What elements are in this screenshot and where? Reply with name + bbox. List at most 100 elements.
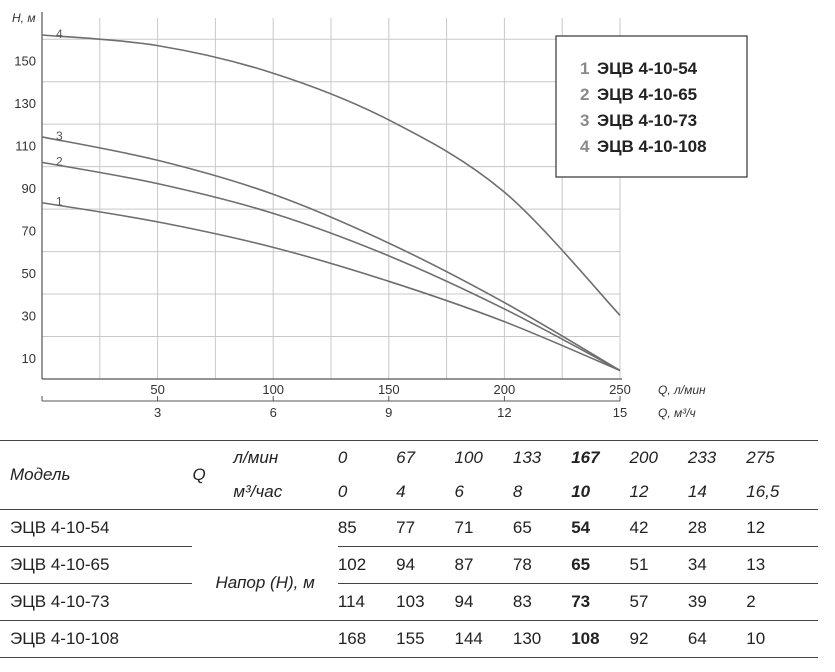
series-line-3 [41, 136, 621, 372]
head-cell: 83 [512, 583, 572, 621]
model-header: Модель [0, 440, 193, 510]
flow-lmin-cell: 100 [454, 440, 513, 475]
series-line-4 [41, 34, 621, 316]
x-tick-label: 150 [378, 382, 400, 397]
head-cell: 12 [746, 509, 818, 547]
head-cell: 65 [512, 509, 572, 547]
head-cell: 78 [512, 546, 572, 584]
x2-tick-label: 9 [385, 405, 392, 420]
table-row: ЭЦВ 4-10-108 168 155 144 130 108 92 64 1… [0, 620, 818, 658]
flow-lmin-cell: 233 [687, 440, 747, 475]
x2-tick-label: 6 [270, 405, 277, 420]
head-cell: 155 [396, 620, 455, 658]
flow-m3h-cell: 4 [396, 482, 406, 501]
head-cell: 57 [629, 583, 688, 621]
head-cell: 71 [454, 509, 513, 547]
head-cell: 10 [746, 620, 818, 658]
y-tick-label: 130 [14, 96, 36, 111]
head-cell: 34 [687, 546, 747, 584]
head-cell: 54 [571, 509, 630, 547]
x-tick-label: 250 [609, 382, 631, 397]
legend-entry: ЭЦВ 4-10-108 [597, 137, 707, 156]
flow-lmin-cell: 0 [337, 440, 397, 475]
head-cell: 85 [337, 509, 397, 547]
series-label-1: 1 [56, 195, 63, 209]
head-cell: 77 [396, 509, 455, 547]
legend-entry: ЭЦВ 4-10-54 [597, 59, 698, 78]
head-cell: 130 [512, 620, 572, 658]
x2-tick-label: 12 [497, 405, 511, 420]
head-cell: 2 [746, 583, 818, 621]
y-tick-label: 30 [22, 308, 36, 323]
flow-lmin-cell: 275 [746, 440, 818, 475]
legend-entry: ЭЦВ 4-10-73 [597, 111, 697, 130]
legend-number: 4 [580, 137, 590, 156]
flow-lmin-cell: 67 [396, 440, 455, 475]
x2-tick-label: 15 [613, 405, 627, 420]
head-cell: 28 [687, 509, 747, 547]
x-axis-title: Q, л/мин [658, 383, 706, 397]
head-cell: 94 [454, 583, 513, 621]
q-header: Q [192, 440, 234, 510]
y-axis-title: H, м [12, 11, 36, 25]
flow-m3h-cell: 14 [687, 482, 707, 501]
y-tick-label: 90 [22, 181, 36, 196]
flow-lmin-cell: 133 [512, 440, 572, 475]
table-header-row-m3h: м³/час 0 4 6 8 10 12 14 16,5 [0, 475, 818, 510]
model-cell: ЭЦВ 4-10-65 [0, 546, 193, 584]
head-cell: 94 [396, 546, 455, 584]
model-cell: ЭЦВ 4-10-73 [0, 583, 193, 621]
legend-number: 2 [580, 85, 589, 104]
y-tick-label: 50 [22, 266, 36, 281]
flow-m3h-cell: 8 [512, 482, 523, 501]
head-cell: 92 [629, 620, 688, 658]
flow-lmin-cell: 200 [629, 440, 688, 475]
series-line-2 [41, 161, 621, 372]
chart-grid [42, 18, 621, 379]
head-cell: 42 [629, 509, 688, 547]
head-label: Напор (Н), м [215, 573, 315, 593]
flow-lmin-cell: 167 [571, 440, 630, 475]
head-cell: 168 [337, 620, 397, 658]
y-tick-label: 150 [14, 53, 36, 68]
flow-m3h-cell: 12 [629, 482, 649, 501]
x-tick-label: 50 [150, 382, 164, 397]
head-cell: 51 [629, 546, 688, 584]
head-cell: 87 [454, 546, 513, 584]
flow-m3h-cell: 10 [571, 482, 591, 501]
y-tick-label: 110 [15, 138, 36, 153]
chart-legend: 1 ЭЦВ 4-10-54 2 ЭЦВ 4-10-65 3 ЭЦВ 4-10-73 4 ЭЦВ… [555, 35, 748, 178]
series-label-4: 4 [56, 27, 63, 41]
x2-axis-title: Q, м³/ч [658, 406, 696, 420]
head-cell: 102 [337, 546, 397, 584]
flow-m3h-cell: 0 [337, 482, 348, 501]
y-tick-label: 10 [22, 351, 36, 366]
flow-m3h-cell: 6 [454, 482, 464, 501]
flow-m3h-cell: 16,5 [746, 482, 780, 501]
x-tick-label: 100 [262, 382, 284, 397]
legend-box [555, 35, 748, 178]
head-cell: 114 [337, 583, 397, 621]
x-tick-label: 200 [494, 382, 516, 397]
table-row: ЭЦВ 4-10-73 114 103 94 83 73 57 39 2 [0, 583, 818, 621]
head-cell: 39 [687, 583, 747, 621]
series-line-1 [41, 201, 621, 372]
table-header-row-lmin: Модель Q л/мин 0 67 100 133 167 200 233 … [0, 440, 818, 510]
legend-number: 1 [580, 59, 589, 78]
head-cell: 103 [396, 583, 455, 621]
y-tick-label: 70 [22, 223, 36, 238]
model-cell: ЭЦВ 4-10-108 [0, 620, 193, 658]
performance-table: Модель Q л/мин 0 67 100 133 167 200 233 … [0, 440, 818, 658]
x2-tick-label: 3 [154, 405, 161, 420]
head-cell: 144 [454, 620, 513, 658]
series-label-2: 2 [56, 154, 63, 168]
head-cell: 73 [571, 583, 630, 621]
table-row: ЭЦВ 4-10-54 85 77 71 65 54 42 28 12 [0, 509, 818, 547]
chart-axes: 10 30 50 70 90 110 130 150 H, м 50 100 150 200 250 Q, … [12, 11, 706, 420]
legend-number: 3 [580, 111, 589, 130]
unit-lmin: л/мин [233, 440, 338, 475]
head-cell: 108 [571, 620, 630, 658]
head-cell: 65 [571, 546, 630, 584]
unit-m3h: м³/час [233, 482, 283, 501]
pump-performance-chart: 10 30 50 70 90 110 130 150 H, м 50 100 150 200 250 Q, … [12, 11, 748, 420]
